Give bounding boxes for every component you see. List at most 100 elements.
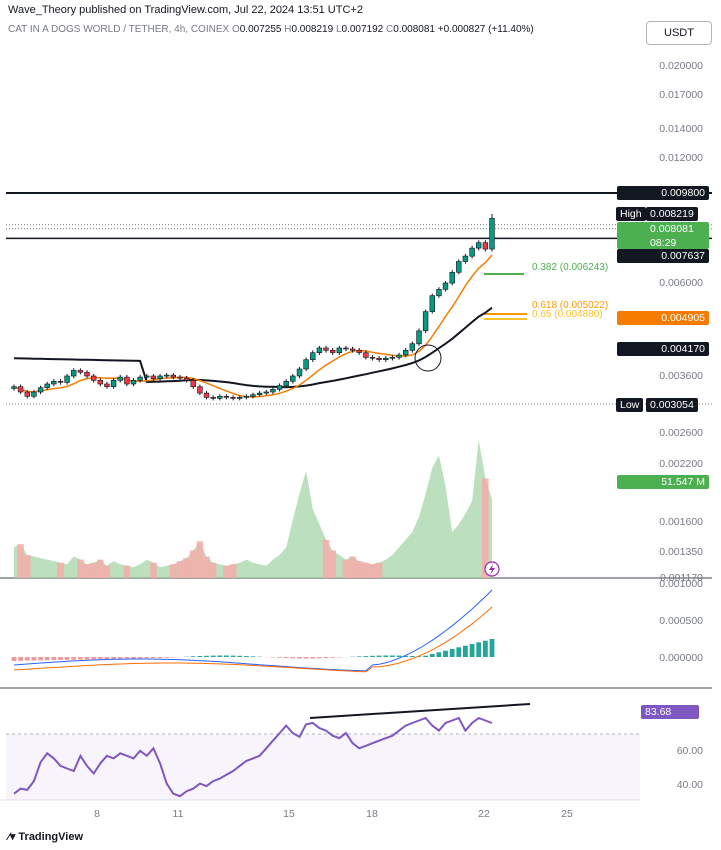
candle-body	[323, 347, 329, 351]
macd-bar	[58, 657, 63, 660]
macd-bar	[303, 657, 309, 659]
macd-tick: 0.000500	[659, 615, 703, 627]
candle	[110, 378, 117, 389]
candle-body	[250, 394, 256, 397]
macd-bar	[84, 657, 90, 660]
macd-bar	[230, 655, 236, 657]
currency-button[interactable]: USDT	[646, 21, 712, 45]
macd-bar	[31, 657, 37, 661]
candle	[170, 373, 176, 380]
macd-bar	[476, 642, 482, 657]
candle-body	[17, 386, 24, 393]
candle-body	[150, 375, 157, 380]
fib-618-label: 0.618 (0.005022)	[532, 300, 609, 311]
candle	[383, 356, 389, 362]
macd-bar	[403, 655, 409, 657]
x-tick: 8	[94, 808, 100, 820]
low-value: 0.007192	[341, 24, 384, 35]
candle	[124, 374, 130, 387]
candle-body	[183, 377, 190, 381]
candle-body	[57, 380, 64, 383]
volume-bar	[342, 559, 350, 578]
volume-bar	[375, 562, 383, 578]
macd-bar	[250, 656, 256, 657]
volume-bar	[24, 555, 31, 578]
high-label: High	[616, 207, 646, 221]
candle-body	[429, 295, 435, 312]
candle	[97, 378, 104, 387]
candle-body	[177, 376, 183, 379]
fib-382-label: 0.382 (0.006243)	[532, 262, 609, 273]
macd-bar	[297, 657, 302, 659]
last-price-tag: 0.008081 08:29	[617, 222, 709, 249]
candle	[84, 370, 90, 379]
candle	[296, 366, 303, 379]
macd-bar	[217, 655, 223, 657]
candle-body	[37, 387, 44, 393]
macd-bar	[383, 655, 389, 657]
tradingview-logo[interactable]: ⁄▾ TradingView	[8, 830, 83, 843]
candle	[409, 341, 415, 353]
volume-histogram	[14, 440, 492, 578]
candle-body	[482, 242, 489, 250]
macd-bar	[237, 655, 243, 657]
volume-bar	[83, 564, 91, 578]
candle-body	[256, 392, 263, 396]
candle	[177, 374, 183, 381]
lightning-icon-glyph	[489, 564, 495, 575]
candle-body	[475, 242, 482, 249]
candle-body	[290, 375, 296, 382]
resistance-tag: 0.009800	[617, 186, 709, 200]
candle	[416, 328, 422, 346]
candle-body	[117, 376, 123, 381]
macd-bar	[157, 657, 163, 659]
x-tick: 22	[478, 808, 490, 820]
macd-bar	[197, 656, 203, 657]
macd-bar	[436, 652, 442, 657]
low-tag: 0.003054	[646, 398, 698, 412]
candle-body	[416, 330, 422, 345]
candle	[290, 373, 296, 384]
fibonacci-levels	[484, 273, 527, 320]
candle	[217, 394, 223, 401]
macd-bar	[409, 656, 415, 657]
macd-bar	[164, 657, 170, 658]
candle-body	[197, 386, 203, 394]
candle-body	[130, 379, 137, 385]
candle	[71, 368, 77, 379]
volume-bar	[183, 558, 190, 578]
candle-body	[237, 396, 243, 399]
macd-bar	[376, 655, 382, 657]
macd-bar	[244, 656, 249, 657]
macd-bar	[51, 657, 57, 661]
logo-text: TradingView	[18, 831, 84, 843]
volume-tick: 0.002600	[659, 427, 703, 439]
candle	[31, 389, 37, 399]
candle-body	[217, 395, 223, 399]
candle	[270, 387, 276, 395]
candle	[349, 346, 356, 353]
candle	[316, 345, 323, 355]
macd-bar	[443, 650, 448, 657]
candle	[24, 389, 30, 399]
candle	[223, 394, 230, 400]
macd-bar	[277, 657, 282, 658]
candle-body	[356, 349, 362, 353]
candle	[183, 375, 190, 383]
macd-bar	[469, 644, 475, 657]
candle-body	[137, 376, 143, 381]
candle	[363, 350, 369, 360]
candle	[17, 384, 24, 395]
candle	[57, 379, 64, 385]
candle	[422, 309, 429, 334]
candle-body	[97, 379, 104, 385]
rsi-tag: 83.68	[641, 705, 699, 719]
macd-bar	[416, 656, 422, 657]
candle	[369, 355, 376, 361]
price-tick: 0.020000	[659, 60, 703, 72]
candle-body	[51, 380, 57, 385]
candle	[482, 240, 489, 252]
x-tick: 11	[172, 808, 184, 820]
candle	[456, 259, 462, 275]
